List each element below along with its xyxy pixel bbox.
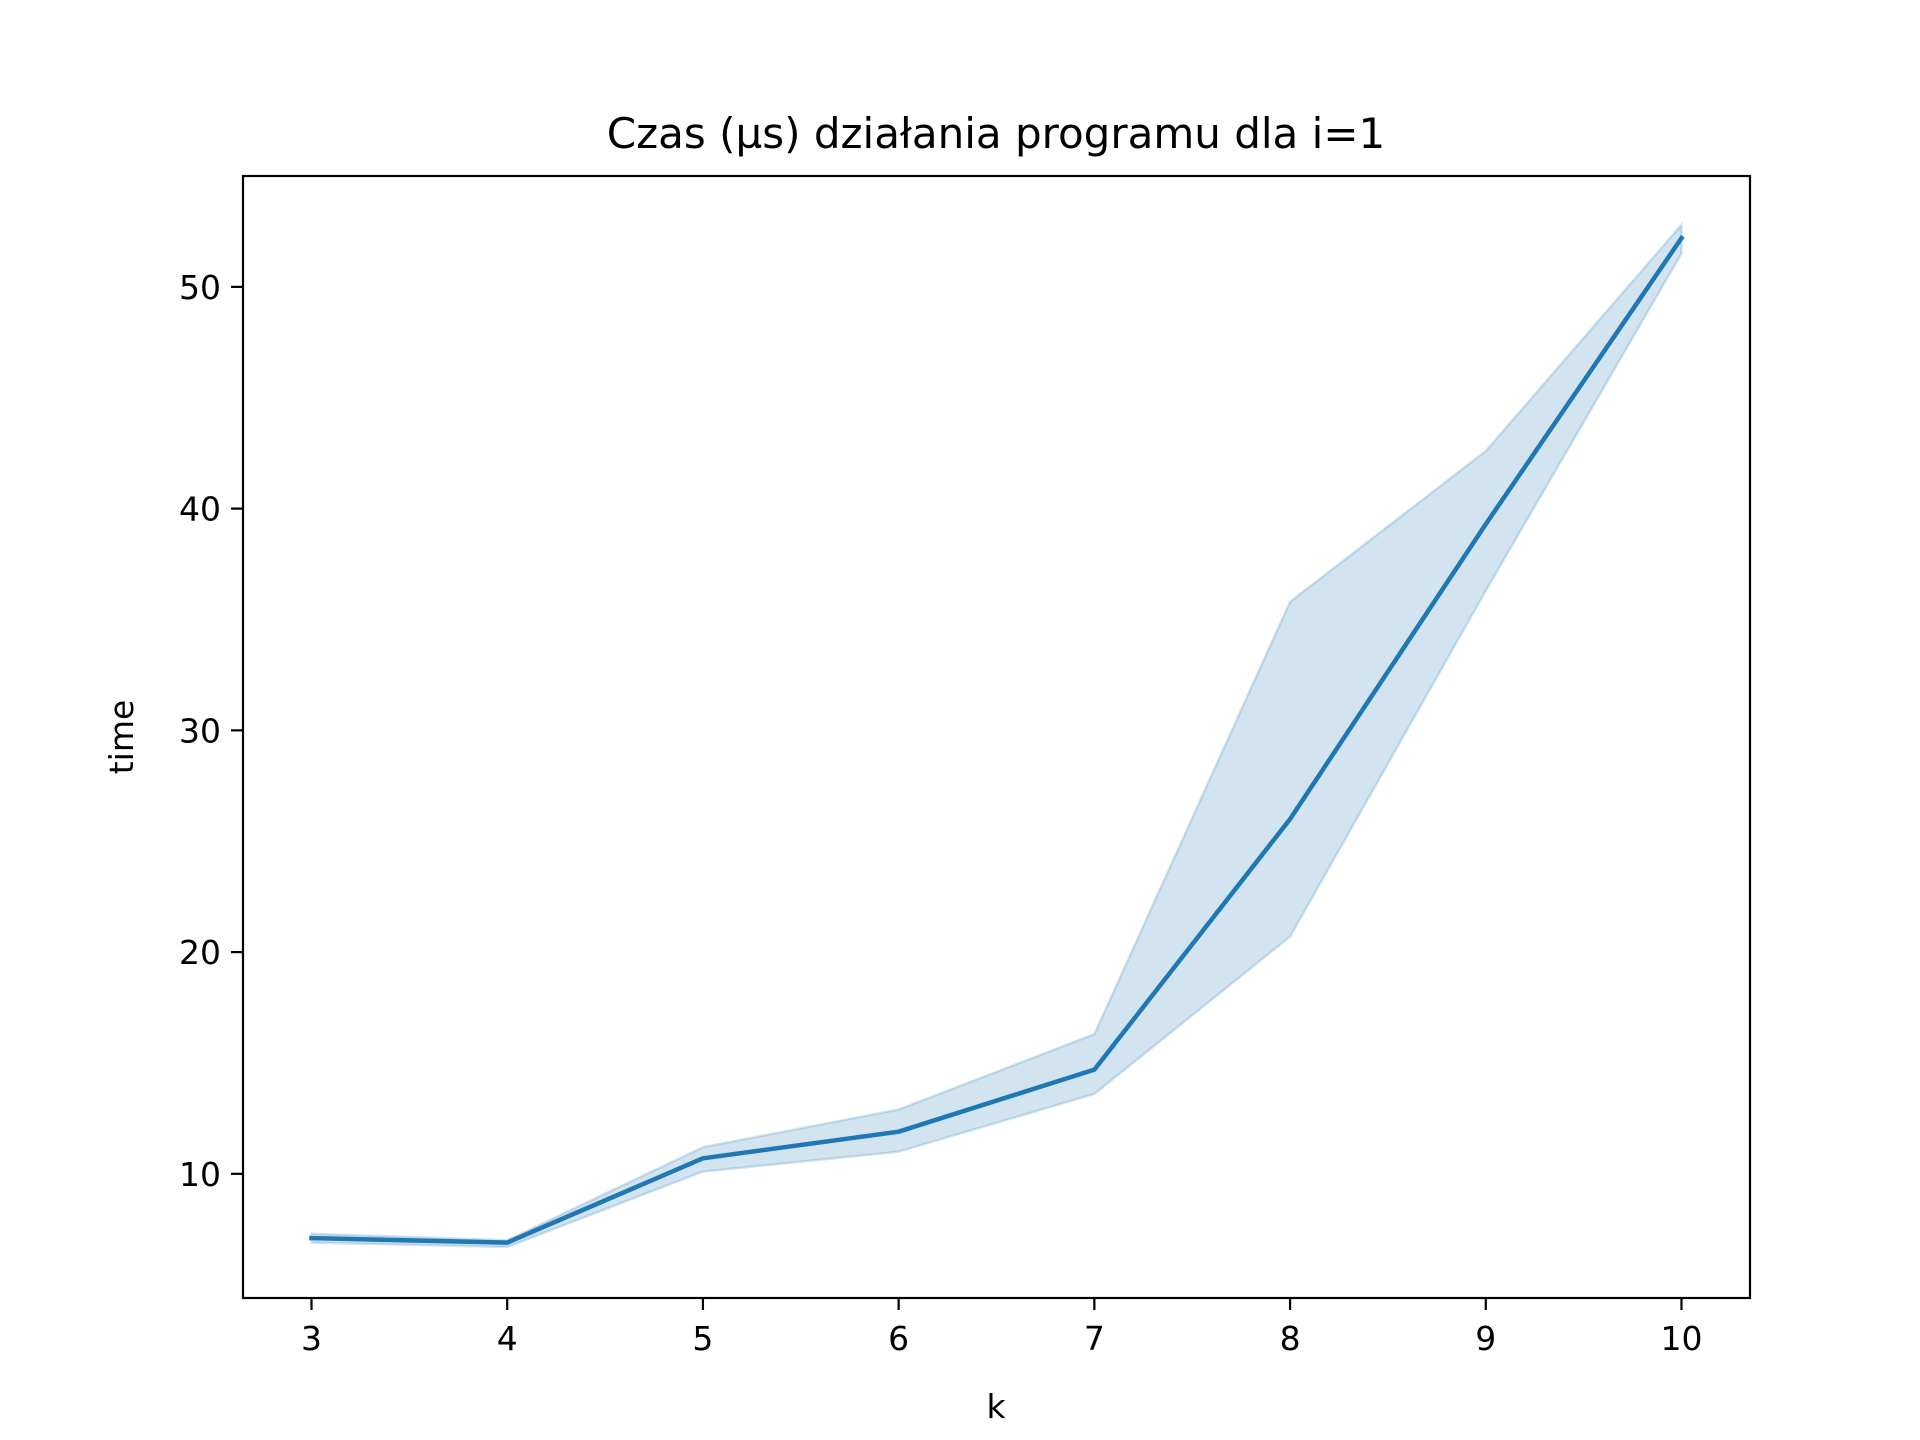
y-tick-label: 20 [179, 933, 221, 972]
x-axis-label: k [986, 1387, 1006, 1426]
x-tick-label: 5 [692, 1319, 713, 1358]
y-axis: 10 20 30 40 50 [179, 268, 243, 1194]
x-tick-label: 4 [497, 1319, 518, 1358]
y-tick-label: 40 [179, 490, 221, 529]
x-axis: 3 4 5 6 7 8 9 10 [301, 1298, 1703, 1358]
chart-title: Czas (µs) działania programu dla i=1 [607, 109, 1385, 158]
x-tick-label: 8 [1280, 1319, 1301, 1358]
x-tick-label: 10 [1661, 1319, 1703, 1358]
y-tick-label: 50 [179, 268, 221, 307]
x-tick-label: 6 [888, 1319, 909, 1358]
plot-area [241, 174, 1752, 1300]
y-tick-label: 30 [179, 711, 221, 750]
plot-frame [241, 174, 1752, 1300]
x-tick-label: 3 [301, 1319, 322, 1358]
y-axis-label: time [102, 700, 141, 775]
confidence-band [310, 221, 1683, 1249]
y-tick-label: 10 [179, 1155, 221, 1194]
x-tick-label: 9 [1475, 1319, 1496, 1358]
x-tick-label: 7 [1084, 1319, 1105, 1358]
series-line [309, 234, 1685, 1245]
